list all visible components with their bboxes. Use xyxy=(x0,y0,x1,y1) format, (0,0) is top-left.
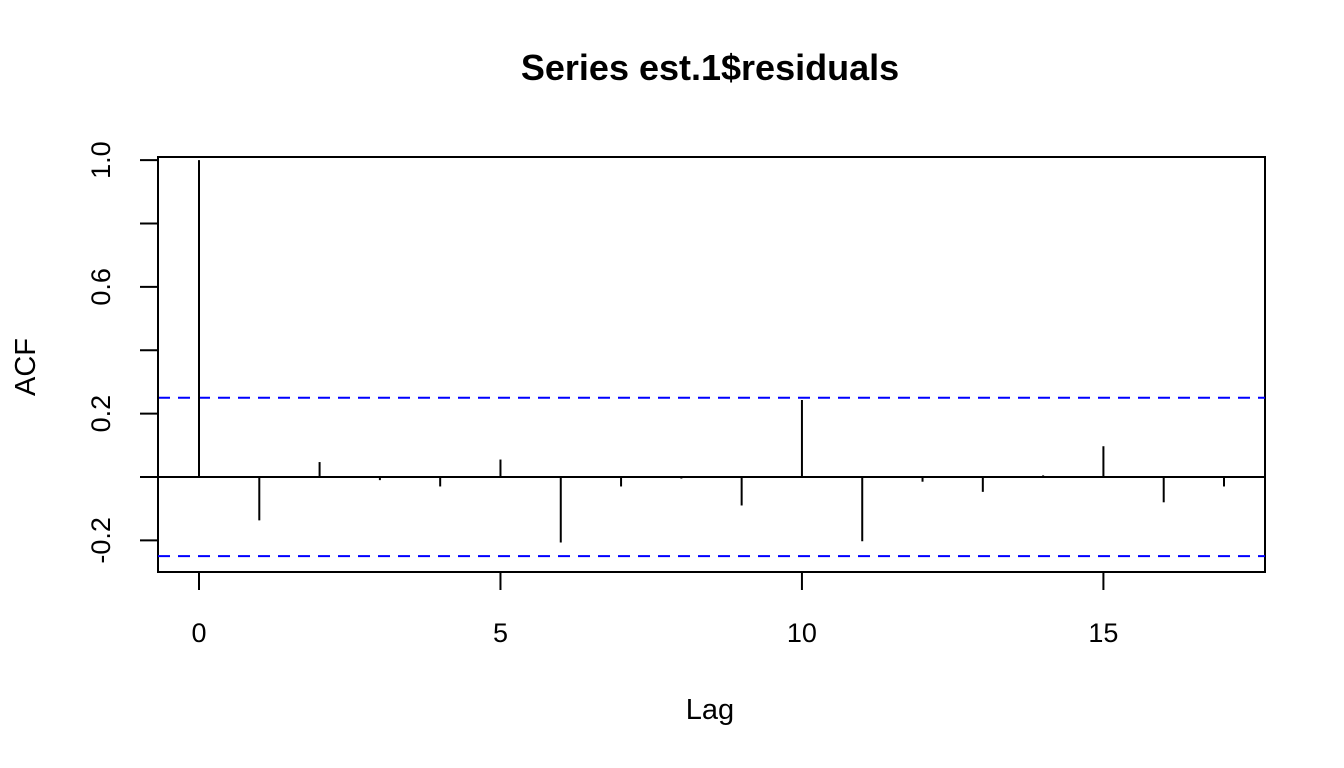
x-tick-label: 10 xyxy=(787,618,817,648)
y-axis: -0.2 0.2 0.6 1.0 xyxy=(86,141,159,564)
x-tick-label: 15 xyxy=(1088,618,1118,648)
plot-frame xyxy=(157,156,1266,573)
y-tick-label: 0.6 xyxy=(86,268,116,306)
y-axis-label: ACF xyxy=(10,338,42,396)
y-tick-label: 1.0 xyxy=(86,141,116,179)
y-tick-label: 0.2 xyxy=(86,395,116,433)
x-axis: 0 5 10 15 xyxy=(191,571,1118,648)
x-tick-label: 0 xyxy=(191,618,206,648)
y-tick-label: -0.2 xyxy=(86,517,116,564)
x-tick-label: 5 xyxy=(493,618,508,648)
chart-marks xyxy=(158,160,1265,558)
x-axis-label: Lag xyxy=(686,694,734,726)
chart-title: Series est.1$residuals xyxy=(521,47,899,88)
